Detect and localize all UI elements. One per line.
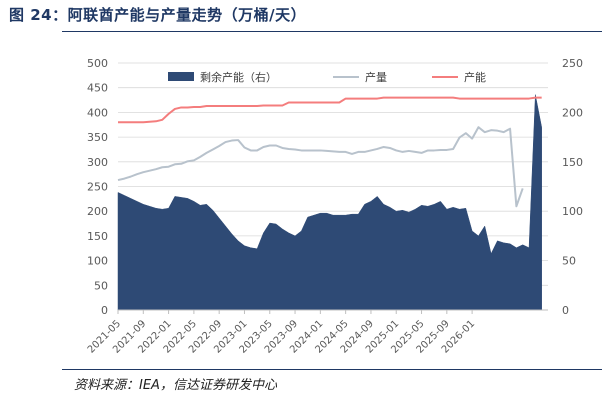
legend: 剩余产能（右） 产量 产能	[168, 70, 486, 84]
right-tick-label: 200	[562, 106, 583, 119]
production-line	[117, 126, 524, 208]
legend-item: 产量	[333, 70, 387, 84]
right-tick-label: 250	[562, 57, 583, 70]
legend-item: 产能	[432, 70, 486, 84]
left-tick-label: 500	[87, 57, 108, 70]
legend-label: 产能	[464, 70, 486, 84]
left-tick-label: 200	[87, 205, 108, 218]
right-tick-label: 100	[562, 205, 583, 218]
right-axis-ticks: 0 50 100 150 200 250	[562, 57, 583, 317]
left-tick-label: 150	[87, 230, 108, 243]
lines	[117, 96, 542, 208]
left-tick-label: 450	[87, 82, 108, 95]
surplus-area	[117, 94, 542, 311]
legend-label: 产量	[365, 70, 387, 84]
legend-swatch	[168, 72, 194, 81]
surplus-area-path	[117, 94, 542, 311]
x-axis-ticks: 2021-052021-092022-012022-052022-092023-…	[86, 318, 477, 355]
left-tick-label: 350	[87, 131, 108, 144]
left-tick-label: 0	[101, 304, 108, 317]
legend-label: 剩余产能（右）	[200, 70, 277, 84]
left-tick-label: 100	[87, 255, 108, 268]
left-tick-label: 50	[94, 279, 108, 292]
left-tick-label: 300	[87, 156, 108, 169]
top-rule	[62, 31, 602, 32]
left-tick-label: 400	[87, 106, 108, 119]
legend-item: 剩余产能（右）	[168, 70, 277, 84]
right-tick-label: 50	[562, 255, 576, 268]
axes	[117, 309, 548, 314]
right-tick-label: 150	[562, 156, 583, 169]
right-tick-label: 0	[562, 304, 569, 317]
capacity-line	[118, 96, 542, 124]
bottom-rule	[62, 369, 602, 370]
source-note: 资料来源：IEA，信达证券研发中心	[74, 378, 277, 393]
left-axis-ticks: 0 50 100 150 200 250 300 350 400 450 500	[87, 57, 108, 317]
figure-title: 图 24：阿联酋产能与产量走势（万桶/天）	[9, 6, 307, 24]
left-tick-label: 250	[87, 181, 108, 194]
